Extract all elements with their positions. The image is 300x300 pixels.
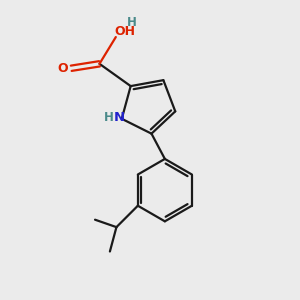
Text: OH: OH [114, 25, 135, 38]
Text: H: H [127, 16, 137, 29]
Text: H: H [104, 111, 114, 124]
Text: N: N [114, 111, 125, 124]
Text: O: O [58, 62, 68, 75]
